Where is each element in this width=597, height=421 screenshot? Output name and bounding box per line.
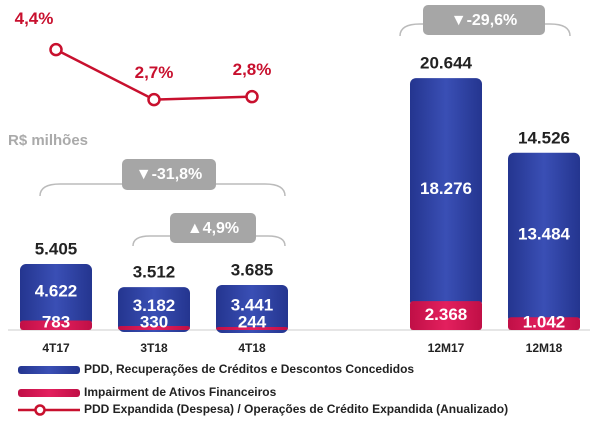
segment-label: 4.622 [35,282,78,301]
total-label: 5.405 [35,240,78,259]
bar-segment [410,301,482,330]
x-tick-label: 3T18 [140,341,168,355]
x-tick-label: 12M17 [428,341,465,355]
bar-segment [20,264,92,327]
total-label: 20.644 [420,54,473,73]
line-label: 4,4% [15,9,54,28]
line-point [49,42,63,57]
badge [122,159,216,190]
x-tick-label: 4T17 [42,341,70,355]
badge [423,5,545,35]
badge-text: ▼-31,8% [136,166,203,183]
bar-segment [118,287,190,332]
bar-segment [410,78,482,308]
unit-label: R$ milhões [8,132,88,149]
bar-segment [20,320,92,330]
legend-swatch [18,366,80,374]
total-label: 14.526 [518,128,570,147]
bar-segment [508,152,580,324]
total-label: 3.512 [133,263,176,282]
segment-label: 3.182 [133,296,176,315]
badge-text: ▼-29,6% [451,12,518,29]
bar-segment [118,325,190,330]
badge [170,213,256,243]
x-tick-label: 12M18 [526,341,563,355]
segment-label: 2.368 [425,305,468,324]
legend-label: PDD, Recuperações de Créditos e Desconto… [84,362,414,376]
bar-segment [508,317,580,330]
line-point [245,89,259,104]
legend-label: Impairment de Ativos Financeiros [84,385,277,399]
line-label: 2,7% [135,63,174,82]
legend-label: PDD Expandida (Despesa) / Operações de C… [84,402,508,416]
line-label: 2,8% [233,60,272,79]
segment-label: 244 [238,312,267,331]
bar-segment [216,285,288,334]
total-label: 3.685 [231,261,274,280]
segment-label: 18.276 [420,179,472,198]
segment-label: 330 [140,312,168,331]
segment-label: 1.042 [523,312,566,331]
segment-label: 13.484 [518,225,571,244]
line-point [147,92,161,107]
legend-swatch [34,404,46,416]
bar-segment [216,327,288,330]
badge-text: ▲4,9% [187,220,239,237]
x-tick-label: 4T18 [238,341,266,355]
segment-label: 783 [42,312,70,331]
segment-label: 3.441 [231,296,274,315]
legend-swatch [18,389,80,397]
